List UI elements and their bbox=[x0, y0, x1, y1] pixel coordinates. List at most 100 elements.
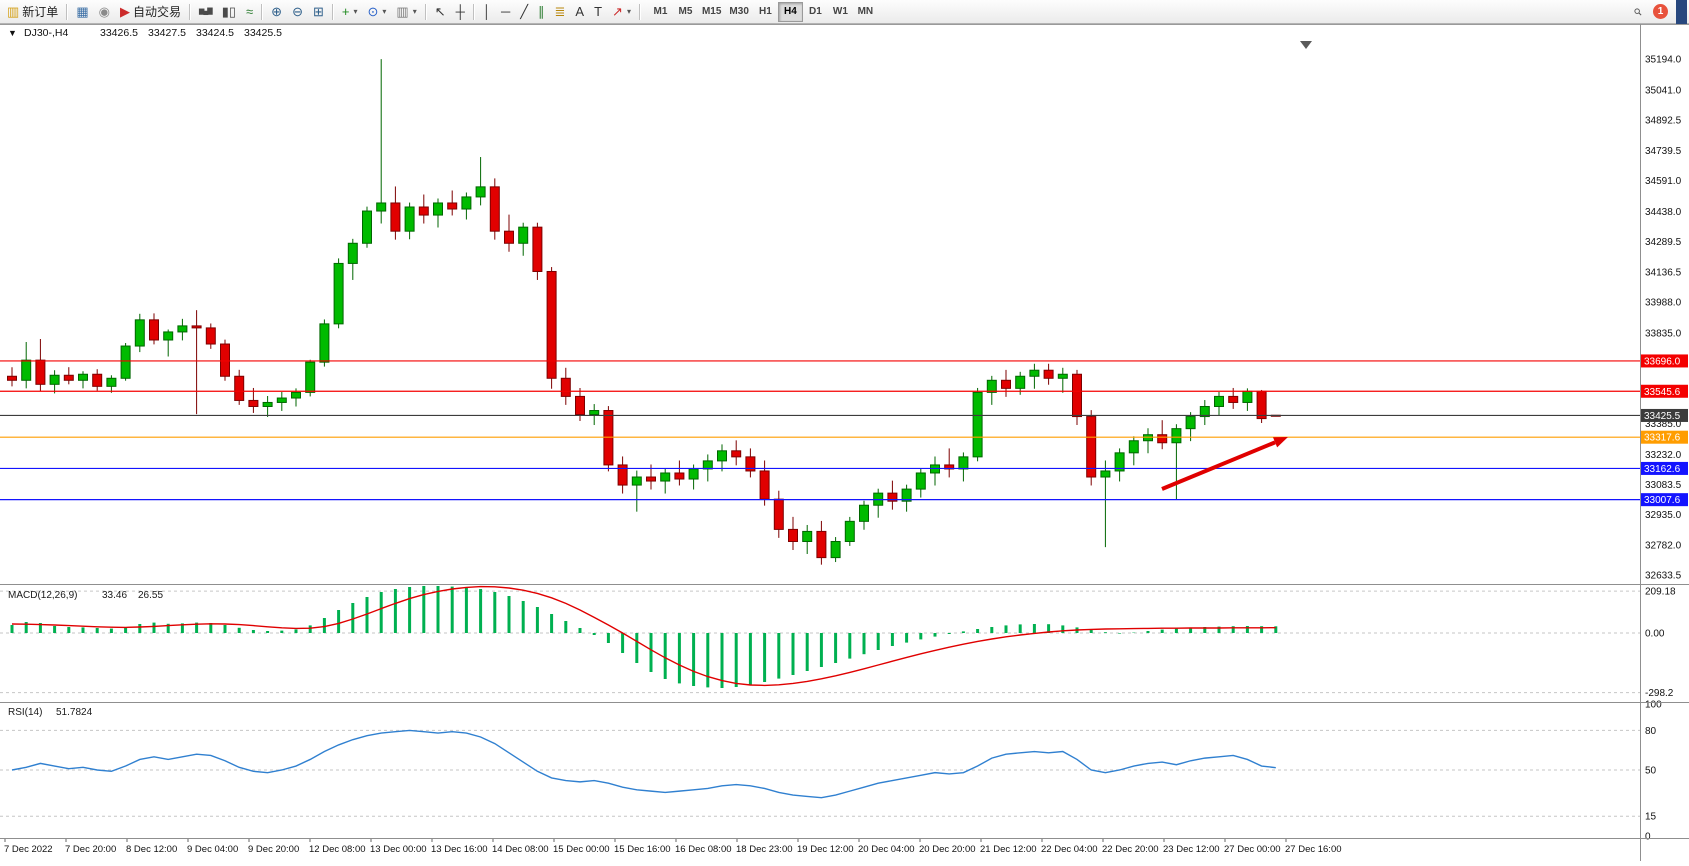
candle-body bbox=[617, 464, 628, 486]
toolbar-separator bbox=[261, 3, 264, 20]
price-axis-label: 33988.0 bbox=[1645, 298, 1682, 309]
new-order-icon: ▥ bbox=[7, 4, 20, 19]
timeframe-w1-button[interactable]: W1 bbox=[828, 2, 853, 22]
time-axis-label: 27 Dec 16:00 bbox=[1285, 844, 1342, 855]
zoom-out-button[interactable]: ⊖ bbox=[287, 2, 308, 22]
main-chart-panel bbox=[0, 59, 1640, 565]
window-corner bbox=[1676, 0, 1687, 24]
tile-windows-button[interactable]: ⊞ bbox=[308, 2, 329, 22]
channel-button[interactable]: ∥ bbox=[533, 2, 550, 22]
candle bbox=[560, 367, 571, 405]
candle-body bbox=[859, 504, 869, 522]
zoom-out-icon: ⊖ bbox=[292, 4, 303, 19]
auto-trading-button[interactable]: ▶ 自动交易 bbox=[115, 2, 186, 22]
price-axis-label: 32935.0 bbox=[1645, 510, 1682, 521]
candle bbox=[816, 520, 827, 565]
candle bbox=[489, 178, 500, 240]
price-axis-label: 33835.0 bbox=[1645, 328, 1682, 339]
price-badge-label: 33317.6 bbox=[1644, 433, 1681, 444]
search-button[interactable] bbox=[1627, 2, 1649, 22]
label-icon: T bbox=[594, 4, 603, 19]
timeframe-m1-button[interactable]: M1 bbox=[648, 2, 673, 22]
timeframe-mn-button[interactable]: MN bbox=[853, 2, 878, 22]
templates-button[interactable]: ▥ ▾ bbox=[391, 2, 421, 22]
template-icon: ▥ bbox=[396, 4, 409, 19]
price-badge-bg bbox=[1641, 408, 1688, 422]
time-axis-label: 15 Dec 16:00 bbox=[614, 844, 671, 855]
candle bbox=[362, 206, 372, 248]
macd-axis-label: 209.18 bbox=[1645, 587, 1676, 598]
timeframe-d1-button[interactable]: D1 bbox=[803, 2, 828, 22]
rsi-axis-label: 0 bbox=[1645, 832, 1651, 843]
candle-body bbox=[489, 186, 500, 232]
candle-body bbox=[972, 391, 983, 458]
new-chart-button[interactable]: + ▾ bbox=[337, 2, 363, 22]
label-button[interactable]: T bbox=[589, 2, 607, 22]
time-axis-label: 23 Dec 12:00 bbox=[1163, 844, 1220, 855]
candle bbox=[1001, 369, 1011, 397]
horizontal-line-button[interactable]: ─ bbox=[496, 2, 515, 22]
charts-window-button[interactable]: ▦ bbox=[71, 2, 93, 22]
auto-trading-icon: ▶ bbox=[119, 4, 130, 19]
candle-body bbox=[915, 472, 926, 490]
candle bbox=[248, 387, 259, 413]
candle-body bbox=[887, 492, 898, 502]
trend-arrow-annotation[interactable] bbox=[1161, 437, 1288, 491]
fibonacci-button[interactable]: ≣ bbox=[550, 2, 571, 22]
chart-shift-marker[interactable] bbox=[1300, 41, 1312, 49]
candle-body bbox=[1242, 390, 1253, 403]
price-badge-bg bbox=[1641, 430, 1688, 444]
price-axis-label: 33385.0 bbox=[1645, 419, 1682, 430]
timeframe-m15-button[interactable]: M15 bbox=[698, 2, 725, 22]
price-badge-bg bbox=[1641, 384, 1688, 398]
toolbar-separator bbox=[331, 3, 334, 20]
trendline-button[interactable]: ╱ bbox=[515, 2, 533, 22]
periods-button[interactable]: ⊙ ▾ bbox=[362, 2, 391, 22]
cursor-button[interactable]: ↖ bbox=[430, 2, 451, 22]
timeframe-m30-button[interactable]: M30 bbox=[725, 2, 752, 22]
candle bbox=[262, 396, 273, 417]
price-chart: 35194.0 35041.0 34892.5 34739.5 34591.0 34438… bbox=[0, 24, 1689, 861]
candle-body bbox=[717, 450, 727, 462]
candle-body bbox=[759, 470, 770, 500]
time-axis-label: 8 Dec 12:00 bbox=[126, 844, 177, 855]
tile-windows-icon: ⊞ bbox=[312, 4, 324, 19]
candle-body bbox=[404, 206, 415, 232]
new-order-button[interactable]: ▥ 新订单 bbox=[2, 2, 63, 22]
candle bbox=[802, 524, 813, 554]
candle-body bbox=[262, 401, 273, 407]
time-axis-label: 12 Dec 08:00 bbox=[309, 844, 366, 855]
candle-body bbox=[447, 202, 458, 210]
price-badge-bg bbox=[1641, 461, 1688, 475]
candle-chart-button[interactable]: ▮▯ bbox=[217, 2, 241, 22]
candle bbox=[631, 470, 642, 512]
zoom-in-button[interactable]: ⊕ bbox=[266, 2, 287, 22]
candle-body bbox=[1114, 452, 1125, 472]
crosshair-button[interactable]: ┼ bbox=[451, 2, 470, 22]
notification-badge[interactable]: 1 bbox=[1653, 4, 1668, 19]
timeframe-h1-button[interactable]: H1 bbox=[753, 2, 778, 22]
text-button[interactable]: A bbox=[570, 2, 589, 22]
price-axis: 35194.0 35041.0 34892.5 34739.5 34591.0 34438… bbox=[1641, 55, 1688, 843]
bar-chart-button[interactable]: ▆▄▇ bbox=[194, 2, 217, 22]
candle-body bbox=[1086, 416, 1097, 478]
profiles-button[interactable]: ◉ bbox=[94, 2, 115, 22]
candle-body bbox=[276, 397, 287, 403]
rsi-axis-label: 100 bbox=[1645, 700, 1662, 711]
arrows-button[interactable]: ↗ ▾ bbox=[607, 2, 636, 22]
candle-body bbox=[362, 210, 372, 244]
timeframe-m5-button[interactable]: M5 bbox=[673, 2, 698, 22]
chart-background bbox=[0, 24, 1689, 861]
candle-body bbox=[461, 196, 472, 210]
candle bbox=[1100, 460, 1111, 548]
candle bbox=[78, 371, 88, 389]
candle bbox=[390, 186, 401, 240]
line-chart-button[interactable]: ≈ bbox=[241, 2, 258, 22]
candle bbox=[49, 370, 60, 394]
price-axis-label: 34739.5 bbox=[1645, 146, 1682, 157]
timeframe-h4-button[interactable]: H4 bbox=[777, 1, 803, 22]
oneclick-collapse-icon[interactable]: ▼ bbox=[8, 28, 17, 38]
vertical-line-button[interactable]: │ bbox=[478, 2, 496, 22]
crosshair-icon: ┼ bbox=[455, 4, 465, 19]
rsi-label: RSI(14) 51.7824 bbox=[8, 707, 93, 718]
